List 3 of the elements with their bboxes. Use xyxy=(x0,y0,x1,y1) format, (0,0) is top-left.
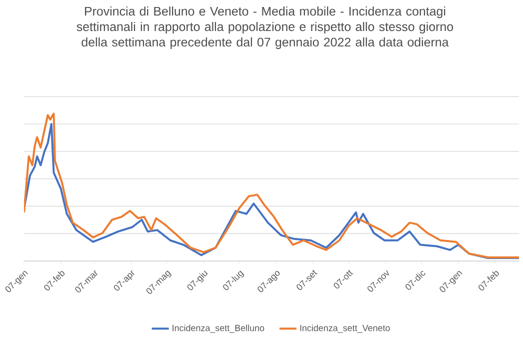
legend-label: Incidenza_sett_Veneto xyxy=(300,324,390,333)
chart-title: Provincia di Belluno e Veneto - Media mobile - Incidenza contagi settimanali in rapporto alla popolazione e rispetto allo stesso giorno della settimana precedente dal 07 gennaio 2022 alla data odierna xyxy=(76,6,454,49)
legend-label: Incidenza_sett_Belluno xyxy=(172,324,264,333)
